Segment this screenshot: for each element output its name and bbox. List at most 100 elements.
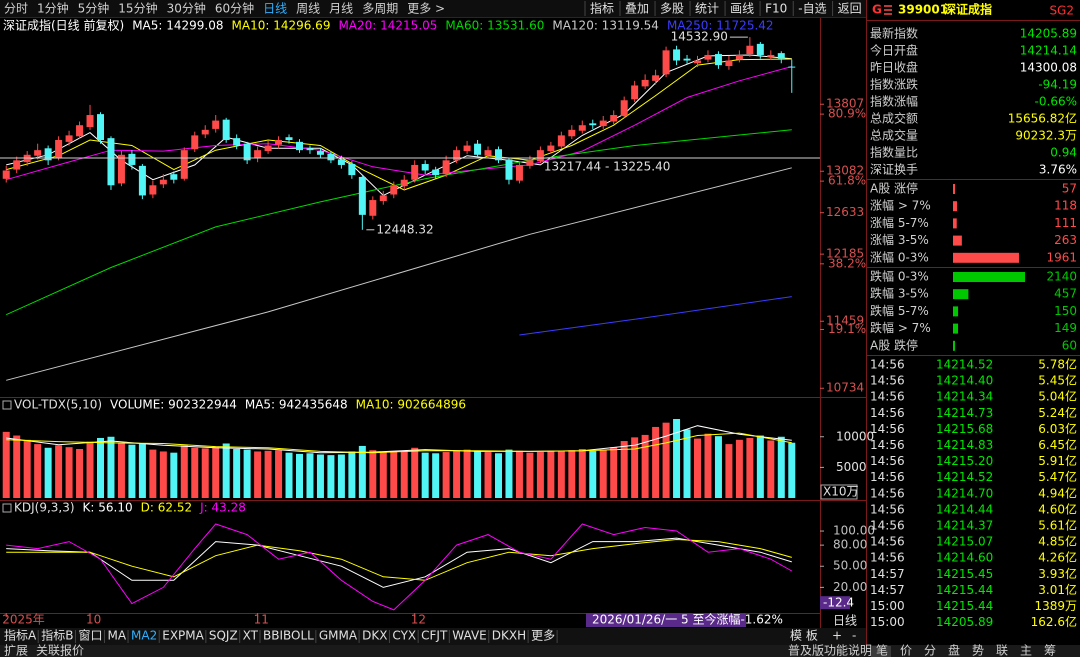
breadth-value: 1961 — [1046, 250, 1077, 264]
breadth-label: 涨幅 > 7% — [870, 198, 931, 213]
volume-bar — [411, 447, 419, 498]
period-button[interactable]: 30分钟 — [167, 1, 206, 16]
template-button[interactable]: - — [852, 629, 856, 643]
x-tick-label: 2025年 — [2, 613, 45, 627]
side-tab[interactable]: 分 — [924, 644, 936, 657]
y-tick-label: 80.00 — [833, 538, 867, 552]
period-button[interactable]: 15分钟 — [118, 1, 157, 16]
trade-price: 14214.70 — [936, 486, 993, 500]
y-tick-label: 10000 — [836, 429, 874, 443]
candle-body — [264, 145, 272, 152]
x-tick-label: 11 — [254, 613, 269, 627]
candle-body — [306, 148, 314, 151]
indicator-tab[interactable]: BBIBOLL — [263, 629, 314, 643]
legend-entry: D: 62.52 — [141, 501, 192, 515]
indicator-tab[interactable]: MA2 — [131, 629, 157, 643]
volume-bar — [138, 443, 146, 498]
candle-body — [191, 135, 199, 150]
tool-button[interactable]: F10 — [765, 2, 787, 16]
breadth-bar — [953, 201, 957, 212]
candle-body — [201, 129, 209, 135]
indicator-tab[interactable]: GMMA — [319, 629, 358, 643]
quote-label: 深证换手 — [870, 163, 918, 177]
indicator-tab[interactable]: 更多 — [531, 629, 555, 643]
volume-bar — [474, 451, 482, 498]
period-button[interactable]: 60分钟 — [215, 1, 254, 16]
tool-button[interactable]: 返回 — [838, 2, 862, 16]
indicator-tab[interactable]: XT — [243, 629, 259, 643]
indicator-tab[interactable]: CYX — [392, 629, 416, 643]
footer-link[interactable]: 扩展 — [4, 644, 28, 657]
y-tick-label: 50.00 — [833, 559, 867, 573]
candle-body — [97, 114, 104, 140]
indicator-tab[interactable]: MA — [107, 629, 126, 643]
indicator-tab[interactable]: DKX — [362, 629, 387, 643]
side-tab[interactable]: 筹 — [1044, 644, 1056, 657]
side-tab[interactable]: 主 — [1020, 644, 1032, 657]
tool-button[interactable]: 统计 — [695, 2, 719, 16]
indicator-tab[interactable]: 指标B — [41, 628, 73, 643]
volume-bar — [662, 422, 670, 498]
candle-body — [138, 165, 146, 196]
indicator-tab[interactable]: 窗口 — [78, 629, 102, 643]
side-tab[interactable]: 盘 — [948, 643, 960, 657]
candle-body — [44, 148, 52, 161]
breadth-value: 111 — [1054, 216, 1077, 230]
template-button[interactable]: 模 板 — [790, 629, 818, 643]
period-button[interactable]: 5分钟 — [78, 1, 110, 16]
side-tab[interactable]: 联 — [996, 644, 1008, 657]
volume-bar — [767, 440, 775, 498]
period-button[interactable]: 日线 — [263, 2, 287, 16]
side-tab[interactable]: 势 — [972, 644, 984, 657]
breadth-label: A股 跌停 — [870, 337, 918, 352]
volume-bar — [316, 454, 324, 498]
indicator-tab[interactable]: EXPMA — [162, 629, 204, 643]
tool-button[interactable]: 多股 — [660, 2, 684, 16]
indicator-tab[interactable]: WAVE — [452, 629, 486, 643]
footer-bg — [0, 645, 1080, 657]
side-tab[interactable]: 价 — [900, 644, 912, 657]
tool-button[interactable]: -自选 — [798, 2, 826, 16]
trade-price: 14214.60 — [936, 551, 993, 565]
period-button[interactable]: 月线 — [329, 2, 353, 16]
volume-bar — [673, 418, 681, 498]
volume-bar — [97, 437, 104, 498]
indicator-tab[interactable]: DKXH — [492, 629, 526, 643]
side-tab[interactable]: 笔 — [876, 643, 888, 657]
candle-body — [495, 149, 502, 161]
trade-price: 14215.45 — [936, 567, 993, 581]
tool-button[interactable]: 叠加 — [625, 2, 649, 16]
template-button[interactable]: + — [832, 629, 842, 643]
period-button[interactable]: 更多 > — [407, 2, 445, 16]
tool-button[interactable]: 画线 — [730, 2, 754, 16]
period-button[interactable]: 分时 — [4, 2, 28, 16]
period-button[interactable]: 周线 — [296, 2, 320, 16]
volume-bar — [65, 447, 73, 498]
period-button[interactable]: 1分钟 — [37, 1, 69, 16]
legend-entry: VOL-TDX(5,10) — [14, 398, 102, 412]
stock-code: 399001 — [898, 3, 948, 17]
ma-line — [6, 167, 792, 381]
volume-bar — [746, 437, 754, 498]
help-link[interactable]: 普及版功能说明 — [788, 643, 872, 657]
volume-bar — [694, 438, 701, 498]
tabbar-bg — [0, 628, 866, 645]
candle-body — [369, 200, 377, 216]
tool-button[interactable]: 指标 — [590, 1, 614, 16]
trade-amount: 5.24亿 — [1038, 405, 1077, 420]
volume-bar — [620, 441, 628, 498]
volume-bar — [379, 451, 387, 498]
trade-time: 14:56 — [870, 406, 905, 420]
indicator-tab[interactable]: 指标A — [4, 628, 37, 643]
trade-time: 14:56 — [870, 422, 905, 436]
indicator-tab[interactable]: SQJZ — [209, 629, 238, 643]
footer-link[interactable]: 关联报价 — [36, 643, 84, 657]
period-button[interactable]: 多周期 — [362, 2, 398, 16]
trade-amount: 5.45亿 — [1038, 373, 1077, 388]
volume-bar — [337, 454, 345, 498]
y-tick-label: 12185 — [826, 247, 864, 261]
fib-label: 38.2% — [828, 256, 866, 270]
indicator-tab[interactable]: CFJT — [421, 629, 448, 643]
y-tick-label: 12633 — [826, 205, 864, 219]
